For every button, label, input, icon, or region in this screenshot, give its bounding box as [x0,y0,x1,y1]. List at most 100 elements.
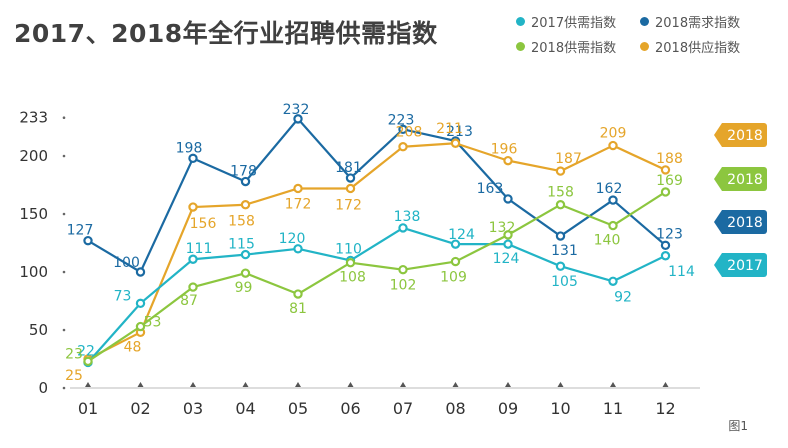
data-label-supply_2017: 92 [614,289,632,305]
data-point-supply_2017 [555,261,566,271]
x-tick-marker [137,382,144,387]
series-line-supply_idx_2018 [87,142,666,360]
legend-item-supply-2018: 2018供需指数 [516,37,640,56]
badge-demand_2018 [714,210,767,234]
data-point-supply_2017 [398,223,408,233]
legend-dot-supply-2017 [516,17,525,26]
legend-item-supply-2017: 2017供需指数 [516,12,640,31]
data-label-supply_2017: 22 [77,343,95,359]
data-label-supply_2018: 169 [656,173,683,189]
x-tick-label: 11 [603,399,623,418]
data-point-supply_2018 [293,289,303,299]
y-tick-label: 50 [29,321,48,339]
data-point-demand_2018 [555,231,566,241]
data-point-demand_2018 [345,173,356,183]
data-label-demand_2018: 100 [113,255,140,271]
data-point-demand_2018 [83,235,93,246]
data-point-supply_2018 [555,200,566,210]
data-label-demand_2018: 181 [335,160,362,176]
series-line-demand_2018 [87,117,667,274]
x-tick-marker [662,382,669,387]
data-point-demand_2018 [608,195,618,205]
legend-label-supply-2018: 2018供需指数 [531,41,617,56]
data-point-demand_2018 [135,267,146,277]
badge-label-supply_2017: 2017 [727,258,763,274]
data-label-supply_2017: 115 [228,237,255,253]
data-label-supply_idx_2018: 187 [555,151,582,167]
data-label-supply_idx_2018: 208 [396,125,423,141]
data-label-supply_2017: 114 [668,264,695,280]
data-label-demand_2018: 162 [596,181,623,197]
y-tick-label: 150 [19,205,48,223]
x-tick-marker [452,382,459,387]
data-label-supply_2017: 73 [114,288,132,304]
data-label-supply_idx_2018: 209 [600,126,627,142]
data-label-demand_2018: 163 [477,181,504,197]
x-tick-marker [295,382,301,387]
data-label-supply_idx_2018: 48 [124,339,142,355]
data-point-supply_2017 [608,276,618,286]
data-label-supply_idx_2018: 25 [65,368,83,384]
data-point-supply_idx_2018 [450,138,461,148]
x-tick-label: 05 [288,399,308,418]
data-label-demand_2018: 198 [176,140,203,156]
data-label-demand_2018: 131 [551,243,578,259]
legend-dot-demand-2018 [640,17,649,26]
data-label-supply_2017: 124 [448,227,475,243]
x-tick-label: 06 [340,399,360,418]
legend-dot-supply-2018 [516,42,525,51]
data-point-supply_idx_2018 [660,165,671,175]
data-point-supply_idx_2018 [555,166,566,176]
data-point-supply_2018 [503,230,513,240]
data-label-supply_idx_2018: 172 [285,196,312,212]
data-label-supply_idx_2018: 188 [656,151,683,167]
data-point-supply_2018 [240,268,251,278]
data-point-supply_2017 [293,244,303,254]
x-tick-marker [190,382,196,387]
data-label-demand_2018: 232 [283,102,310,118]
x-tick-marker [85,382,91,387]
badge-supply_2017 [714,253,767,277]
legend-dot-supply-index-2018 [640,42,649,51]
y-tick-label: 0 [38,379,48,397]
data-label-demand_2018: 127 [67,223,94,239]
x-tick-label: 02 [130,399,150,418]
y-tick-mark [62,212,66,216]
data-point-supply_2017 [503,239,513,249]
x-tick-marker [242,382,249,387]
data-point-supply_idx_2018 [345,183,356,194]
x-tick-marker [400,382,406,387]
data-label-supply_2018: 53 [144,315,162,331]
data-point-supply_idx_2018 [240,200,251,210]
data-label-supply_2018: 158 [547,185,574,201]
data-label-supply_2018: 23 [65,346,83,362]
data-point-supply_2018 [188,282,198,292]
data-label-supply_2018: 132 [489,220,516,236]
x-tick-label: 10 [550,399,570,418]
x-tick-label: 01 [78,399,98,418]
y-tick-mark [62,270,66,274]
data-label-supply_2017: 111 [186,241,213,257]
x-tick-marker [347,382,354,387]
data-label-supply_2018: 81 [289,301,307,317]
data-point-supply_2018 [398,264,408,275]
x-tick-label: 08 [445,399,465,418]
data-point-supply_2018 [450,256,461,267]
legend: 2017供需指数 2018需求指数 2018供需指数 2018供应指数 [516,12,778,56]
data-label-supply_2017: 120 [279,231,306,247]
badge-label-demand_2018: 2018 [727,215,763,231]
x-tick-marker [610,382,616,387]
y-tick-label: 100 [19,263,48,281]
y-tick-mark [62,116,66,120]
x-tick-label: 04 [235,399,255,418]
badge-supply_idx_2018 [714,123,767,147]
data-point-demand_2018 [293,114,303,124]
data-point-demand_2018 [240,176,251,187]
y-tick-label: 200 [19,147,48,165]
data-point-supply_2017 [660,251,671,261]
y-tick-mark [62,154,66,158]
data-point-supply_2018 [345,258,356,268]
data-point-supply_idx_2018 [293,183,303,194]
data-point-demand_2018 [398,124,408,135]
